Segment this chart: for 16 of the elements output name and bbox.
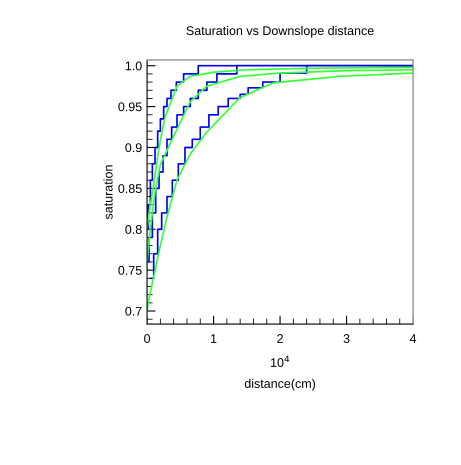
y-tick-label: 1.0 [126, 62, 142, 70]
chart-title: Saturation vs Downslope distance [186, 26, 374, 38]
x-tick-label: 3 [344, 334, 350, 344]
y-tick-label: 0.95 [118, 102, 142, 112]
x-tick-label: 1 [211, 334, 216, 343]
y-tick-label: 0.85 [118, 184, 142, 194]
y-axis-title: saturation [103, 165, 113, 220]
text: 10$^{4}$ [271, 356, 290, 367]
y-tick-label: 0.9 [125, 143, 142, 152]
y-tick-label: 0.8 [125, 225, 142, 234]
x-axis-title: distance(cm) [244, 378, 316, 390]
x-tick-label: 2 [277, 334, 283, 343]
x-tick-label: 4 [410, 334, 416, 343]
y-tick-label: 0.7 [125, 306, 142, 316]
x-tick-label: 0 [144, 334, 150, 344]
y-tick-label: 0.75 [118, 266, 142, 275]
